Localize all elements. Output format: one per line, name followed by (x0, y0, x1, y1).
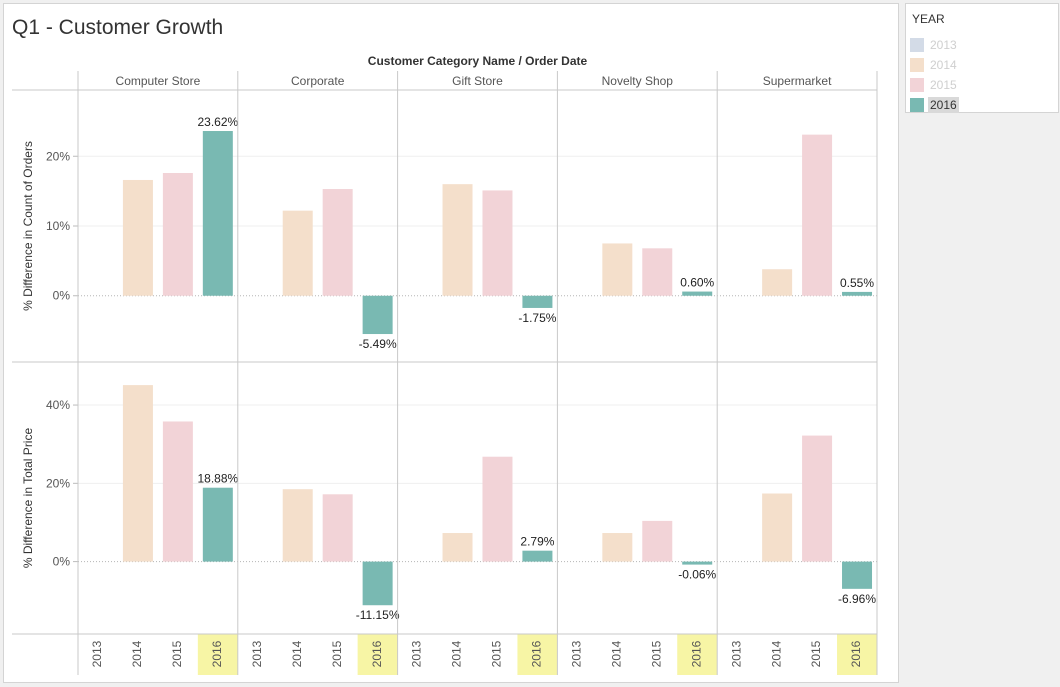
panel-header-2: Gift Store (452, 74, 503, 88)
bar-1-0-2016 (202, 487, 233, 562)
header-title: Customer Category Name / Order Date (368, 54, 588, 68)
bar-0-2-2016 (522, 295, 553, 308)
x-tick-label-0-2015: 2015 (170, 640, 184, 667)
bar-1-0-2014 (122, 385, 153, 562)
legend-title: YEAR (912, 12, 945, 26)
panel-header-1: Corporate (291, 74, 345, 88)
x-tick-label-1-2014: 2014 (290, 640, 304, 667)
bar-1-2-2016 (522, 550, 553, 562)
bar-0-4-2014 (762, 269, 793, 296)
bar-0-1-2014 (282, 210, 313, 296)
legend-swatch (910, 38, 924, 52)
bar-1-1-2014 (282, 489, 313, 562)
bar-0-1-2016 (362, 295, 393, 335)
bar-0-3-2016 (682, 291, 713, 296)
bar-0-2-2014 (442, 184, 473, 296)
bar-0-1-2015 (322, 189, 353, 296)
bar-1-1-2016 (362, 561, 393, 606)
bar-1-3-2014 (602, 533, 633, 562)
bar-1-3-2015 (642, 520, 673, 562)
x-tick-label-2-2013: 2013 (410, 640, 424, 667)
x-tick-label-3-2015: 2015 (649, 640, 663, 667)
data-label-0-3: 0.60% (680, 276, 714, 290)
y-axis-label-1: % Difference in Total Price (21, 428, 35, 569)
legend-item-2015[interactable]: 2015 (910, 76, 1056, 94)
x-tick-label-3-2014: 2014 (609, 640, 623, 667)
legend-item-2014[interactable]: 2014 (910, 56, 1056, 74)
bar-1-4-2014 (762, 493, 793, 562)
bar-0-4-2015 (802, 134, 833, 296)
bar-0-3-2015 (642, 248, 673, 296)
x-highlight-2 (517, 634, 558, 675)
x-tick-label-4-2015: 2015 (809, 640, 823, 667)
bar-1-0-2015 (162, 421, 193, 562)
legend-label: 2013 (930, 38, 957, 52)
dashboard-title: Q1 - Customer Growth (12, 16, 224, 39)
panel-header-0: Computer Store (116, 74, 201, 88)
x-highlight-1 (357, 634, 398, 675)
data-label-0-4: 0.55% (840, 276, 874, 290)
bar-0-3-2014 (602, 243, 633, 296)
x-highlight-3 (677, 634, 718, 675)
y-tick-label-0-2: 20% (46, 149, 70, 163)
bar-chart: Customer Category Name / Order Date Compu… (12, 54, 878, 675)
bar-1-4-2015 (802, 435, 833, 562)
y-tick-label-0-0: 0% (53, 289, 71, 303)
x-highlight-0 (197, 634, 238, 675)
legend-swatch (910, 78, 924, 92)
year-legend[interactable]: YEAR 2013 2014 2015 2016 (905, 3, 1059, 113)
y-tick-label-1-2: 40% (46, 398, 70, 412)
legend-label: 2015 (930, 78, 957, 92)
legend-swatch (910, 58, 924, 72)
y-tick-label-1-0: 0% (53, 555, 71, 569)
bar-1-2-2015 (482, 456, 513, 562)
bar-0-0-2016 (202, 131, 233, 296)
data-label-0-0: 23.62% (197, 115, 238, 129)
x-tick-label-4-2016: 2016 (849, 640, 863, 667)
y-tick-label-1-1: 20% (46, 476, 70, 490)
x-tick-label-2-2015: 2015 (490, 640, 504, 667)
bar-1-4-2016 (842, 561, 873, 589)
bar-1-3-2016 (682, 561, 713, 565)
bar-1-2-2014 (442, 533, 473, 562)
x-tick-label-0-2014: 2014 (130, 640, 144, 667)
x-tick-label-2-2016: 2016 (530, 640, 544, 667)
x-tick-label-4-2013: 2013 (729, 640, 743, 667)
data-label-1-0: 18.88% (197, 472, 238, 486)
data-label-1-4: -6.96% (838, 592, 876, 606)
x-tick-label-0-2016: 2016 (210, 640, 224, 667)
panel-header-3: Novelty Shop (602, 74, 674, 88)
x-tick-label-3-2016: 2016 (689, 640, 703, 667)
data-label-0-1: -5.49% (359, 337, 397, 351)
data-label-0-2: -1.75% (518, 311, 556, 325)
bar-0-0-2014 (122, 179, 153, 296)
legend-label: 2014 (930, 58, 957, 72)
x-tick-label-1-2015: 2015 (330, 640, 344, 667)
bar-0-2-2015 (482, 190, 513, 296)
x-tick-label-4-2014: 2014 (769, 640, 783, 667)
x-tick-label-1-2013: 2013 (250, 640, 264, 667)
dashboard-sheet (3, 3, 899, 683)
data-label-1-1: -11.15% (356, 608, 400, 622)
x-tick-label-0-2013: 2013 (90, 640, 104, 667)
legend-swatch (910, 98, 924, 112)
y-axis-label-0: % Difference in Count of Orders (21, 141, 35, 311)
bar-0-0-2015 (162, 172, 193, 296)
x-highlight-4 (837, 634, 878, 675)
panel-header-4: Supermarket (763, 74, 832, 88)
bar-0-4-2016 (842, 291, 873, 296)
x-tick-label-2-2014: 2014 (450, 640, 464, 667)
data-label-1-2: 2.79% (520, 535, 554, 549)
legend-label: 2016 (928, 97, 959, 113)
legend-item-2016[interactable]: 2016 (910, 96, 1056, 114)
x-tick-label-3-2013: 2013 (570, 640, 584, 667)
legend-item-2013[interactable]: 2013 (910, 36, 1056, 54)
y-tick-label-0-1: 10% (46, 219, 70, 233)
bar-1-1-2015 (322, 494, 353, 562)
data-label-1-3: -0.06% (678, 568, 716, 582)
x-tick-label-1-2016: 2016 (370, 640, 384, 667)
